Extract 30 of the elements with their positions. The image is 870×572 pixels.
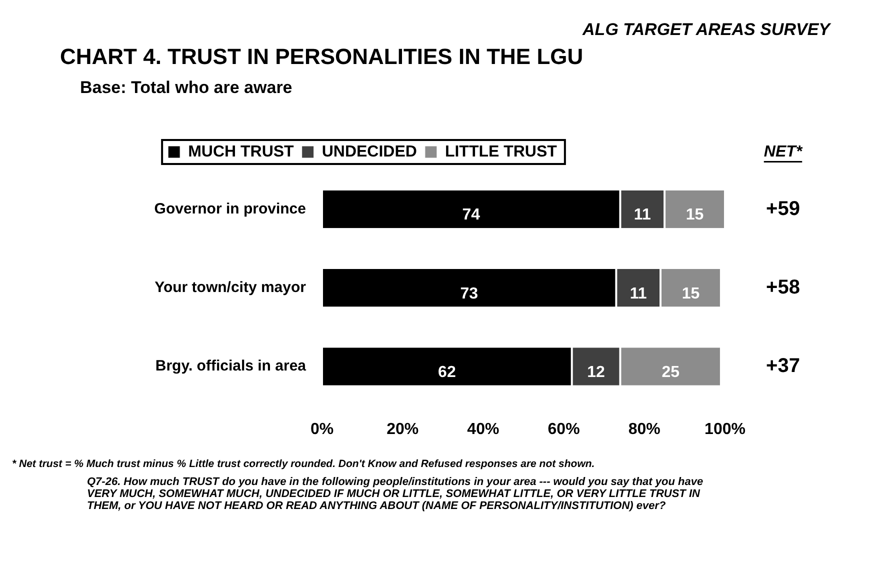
data-label: 62 [438,364,456,381]
x-tick-label: 60% [548,420,580,438]
data-label: 15 [686,206,704,224]
text: +58 [766,276,800,298]
data-label: 74 [462,206,480,224]
legend-label: MUCH TRUST [188,143,294,160]
x-tick-label: 0% [310,420,334,438]
data-label: 11 [630,285,647,302]
x-tick-label: 40% [467,420,500,438]
data-label: 73 [460,285,478,302]
text: ALG TARGET AREAS SURVEY [582,20,830,40]
x-tick-label: 80% [628,420,660,438]
data-label: 11 [634,206,651,224]
y-tick-label: Your town/city mayor [154,279,306,296]
y-tick-label: Governor in province [154,200,306,218]
text: NET* [764,143,803,160]
legend-label: UNDECIDED [322,143,417,160]
chart-title: CHART 4. TRUST IN PERSONALITIES IN THE LGU [60,44,584,70]
legend-label: LITTLE TRUST [444,143,558,160]
chart-subtitle: Base: Total who are aware [80,78,292,98]
data-label: 15 [682,285,700,302]
text: * Net trust = % Much trust minus % Little trust correctly rounded. Don't Know and Refused responses are not shown. [12,458,596,470]
data-label: 12 [587,364,606,381]
text: +59 [766,198,800,220]
data-label: 25 [662,364,680,381]
y-tick-label: Brgy. officials in area [155,358,307,375]
text: +37 [766,355,800,378]
text: Q7-26. How much TRUST do you have in the following people/institutions in your area --- would you say that you have VERY MUCH, SOMEWHAT MUCH, UNDECIDED IF MUCH OR LITTLE, SOMEWHAT LITTLE, OR VERY LITTLE TRUST IN THEM, or YOU HAVE NOT HEARD OR READ ANYTHING ABOUT (NAME OF PERSONALITY/INSTITUTION) ever? [87,476,704,512]
x-tick-label: 20% [386,420,419,438]
x-tick-label: 100% [704,420,746,438]
